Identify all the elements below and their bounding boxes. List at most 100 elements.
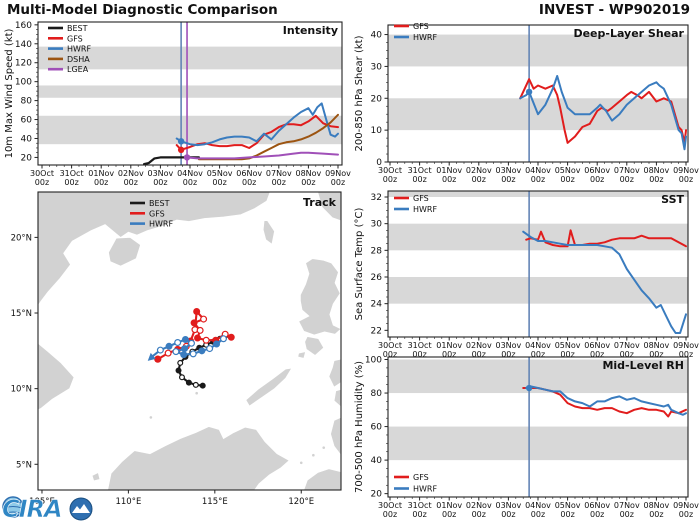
- legend: GFS HWRF: [394, 473, 437, 494]
- svg-text:03Nov: 03Nov: [496, 166, 522, 175]
- svg-text:5°N: 5°N: [16, 460, 32, 470]
- svg-text:00z: 00z: [531, 350, 545, 359]
- svg-text:120°E: 120°E: [288, 497, 314, 507]
- svg-text:00z: 00z: [412, 350, 426, 359]
- svg-text:20: 20: [21, 153, 33, 163]
- init-marker-hwrf: [177, 138, 185, 145]
- shaded-band: [388, 277, 688, 304]
- rh-chart: 30Oct00z31Oct00z01Nov00z02Nov00z03Nov00z…: [354, 356, 699, 519]
- y-axis-title: Sea Surface Temp (°C): [354, 208, 365, 321]
- svg-text:24: 24: [371, 300, 383, 310]
- svg-text:30Oct: 30Oct: [378, 501, 402, 510]
- svg-text:00z: 00z: [64, 178, 78, 187]
- legend-label-best: BEST: [67, 24, 88, 33]
- svg-text:31Oct: 31Oct: [408, 341, 432, 350]
- svg-text:26: 26: [371, 273, 383, 283]
- svg-text:00z: 00z: [212, 178, 226, 187]
- hwrf-start-arrow: [147, 352, 156, 361]
- svg-text:00z: 00z: [501, 350, 515, 359]
- svg-text:160: 160: [15, 21, 32, 31]
- track-point: [190, 319, 198, 327]
- svg-text:06Nov: 06Nov: [584, 341, 610, 350]
- legend-label-hwrf: HWRF: [413, 485, 437, 494]
- y-axis-title: 700-500 hPa Humidity (%): [354, 361, 365, 493]
- shaded-band: [38, 46, 342, 70]
- legend-label-gfs: GFS: [413, 194, 429, 203]
- track-point: [180, 351, 188, 359]
- svg-text:80: 80: [21, 97, 33, 107]
- svg-text:00z: 00z: [472, 175, 486, 184]
- svg-text:30Oct: 30Oct: [378, 341, 402, 350]
- svg-text:00z: 00z: [649, 350, 663, 359]
- islet: [149, 416, 153, 419]
- svg-text:00z: 00z: [590, 350, 604, 359]
- landmass: [333, 389, 341, 408]
- svg-text:00z: 00z: [560, 175, 574, 184]
- svg-text:02Nov: 02Nov: [466, 341, 492, 350]
- init-marker-gfs: [177, 146, 185, 154]
- track-point: [194, 334, 202, 342]
- track-point: [202, 336, 210, 344]
- legend-label-hwrf: HWRF: [413, 33, 437, 42]
- series-hwrf: [525, 385, 687, 416]
- svg-text:10: 10: [371, 126, 383, 136]
- svg-text:01Nov: 01Nov: [88, 169, 114, 178]
- svg-text:06Nov: 06Nov: [584, 166, 610, 175]
- svg-text:40: 40: [21, 134, 33, 144]
- series-hwrf: [522, 230, 687, 334]
- svg-text:09Nov: 09Nov: [673, 501, 699, 510]
- legend-label-dsha: DSHA: [67, 55, 90, 64]
- legend-label-hwrf: HWRF: [149, 220, 173, 229]
- svg-text:05Nov: 05Nov: [555, 501, 581, 510]
- svg-text:00z: 00z: [124, 178, 138, 187]
- islet: [211, 475, 215, 478]
- track-point: [213, 340, 221, 348]
- series-lgea: [186, 151, 339, 160]
- svg-text:20°N: 20°N: [11, 233, 32, 243]
- svg-text:00z: 00z: [620, 175, 634, 184]
- svg-text:00z: 00z: [383, 510, 397, 519]
- legend-label-gfs: GFS: [67, 34, 83, 43]
- y-axis: 22 24 26 28 30 32: [371, 193, 388, 336]
- track-point: [200, 315, 208, 323]
- svg-text:00z: 00z: [35, 178, 49, 187]
- svg-text:00z: 00z: [442, 350, 456, 359]
- legend-label-gfs: GFS: [413, 473, 429, 482]
- series-gfs: [525, 229, 687, 248]
- intensity-chart: 30Oct00z31Oct00z01Nov00z02Nov00z03Nov00z…: [4, 21, 351, 187]
- legend-label-best: BEST: [149, 199, 170, 208]
- landmass: [298, 258, 341, 336]
- map-axes: 105°E 110°E 115°E 120°E 5°N 10°N 15°N 20°N: [11, 233, 315, 507]
- landmass: [38, 342, 75, 411]
- svg-text:00z: 00z: [412, 510, 426, 519]
- sst-chart: 30Oct00z31Oct00z01Nov00z02Nov00z03Nov00z…: [354, 190, 699, 359]
- svg-text:02Nov: 02Nov: [466, 501, 492, 510]
- shaded-band: [388, 34, 688, 67]
- shaded-band: [388, 191, 688, 197]
- svg-text:00z: 00z: [590, 175, 604, 184]
- svg-text:00z: 00z: [560, 350, 574, 359]
- track-point: [175, 367, 182, 374]
- track-point: [177, 359, 184, 366]
- panel-label: Track: [303, 196, 337, 209]
- init-marker-hwrf: [525, 384, 533, 392]
- svg-text:00z: 00z: [412, 175, 426, 184]
- svg-text:00z: 00z: [94, 178, 108, 187]
- track-point: [181, 335, 189, 343]
- svg-text:03Nov: 03Nov: [496, 501, 522, 510]
- track-point: [187, 339, 195, 347]
- x-axis: 30Oct00z31Oct00z01Nov00z02Nov00z03Nov00z…: [378, 162, 699, 184]
- landmass: [107, 426, 290, 490]
- svg-text:00z: 00z: [183, 178, 197, 187]
- svg-text:28: 28: [371, 246, 383, 256]
- svg-text:06Nov: 06Nov: [236, 169, 262, 178]
- track-point: [196, 326, 204, 334]
- svg-text:08Nov: 08Nov: [644, 166, 670, 175]
- svg-text:00z: 00z: [442, 175, 456, 184]
- svg-text:31Oct: 31Oct: [408, 166, 432, 175]
- series-hwrf: [519, 75, 687, 151]
- panel-label: SST: [661, 193, 684, 206]
